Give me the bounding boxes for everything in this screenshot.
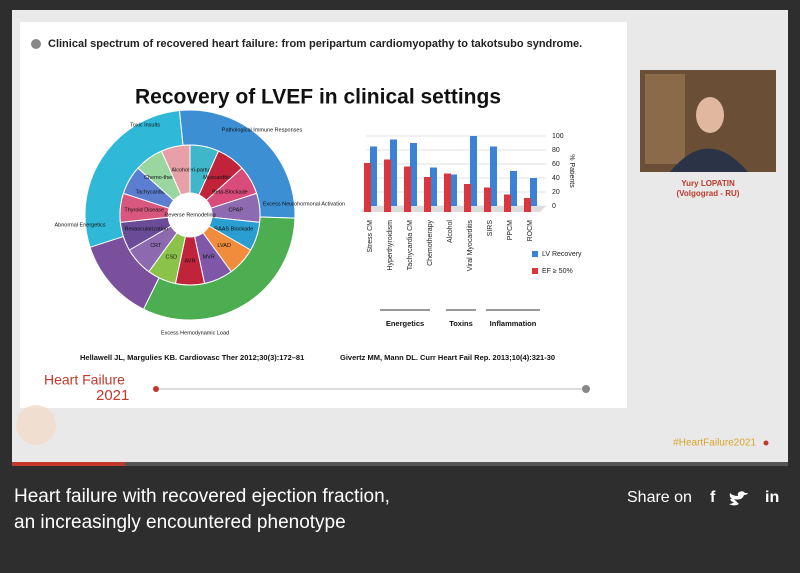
twitter-icon[interactable]: [729, 491, 748, 506]
video-progress: [12, 462, 125, 466]
wheel-inner-label: Alcohol: [171, 167, 189, 173]
hashtag: #HeartFailure2021: [673, 438, 756, 449]
logo-emblem: [16, 405, 56, 445]
wheel-outer-label: Abnormal Energetics: [54, 222, 105, 228]
citation: Givertz MM, Mann DL. Curr Heart Fail Rep…: [340, 353, 555, 362]
legend-swatch: [532, 251, 538, 257]
wheel-outer-label: Pathological Immune Responses: [222, 127, 303, 133]
bar: [430, 167, 437, 206]
wheel-inner-label: AVR: [185, 258, 196, 264]
speaker-name: Yury LOPATIN: [681, 179, 735, 188]
x-tick-label: SIRS: [487, 220, 494, 237]
wheel-outer-label: Excess Hemodynamic Load: [161, 330, 229, 336]
legend-label: EF ≥ 50%: [542, 268, 573, 275]
x-tick-label: PPCM: [507, 220, 514, 240]
wheel-inner-label: Tachycardia: [135, 189, 165, 195]
bar: [370, 146, 377, 206]
x-tick-label: Alcohol: [447, 220, 454, 243]
caption-box: Heart failure with recovered ejection fr…: [14, 486, 390, 533]
bar: [490, 146, 497, 206]
video-progress-track[interactable]: [12, 462, 788, 466]
caption: Heart failure with recovered ejection fr…: [14, 486, 390, 533]
bar: [464, 184, 471, 212]
x-tick-label: ROCM: [527, 220, 534, 242]
speaker-head: [696, 97, 724, 133]
bar: [364, 163, 371, 212]
citation: Hellawell JL, Margulies KB. Cardiovasc T…: [80, 353, 304, 362]
y-tick-label: 0: [552, 203, 556, 210]
speaker-location: (Volgograd - RU): [677, 189, 740, 198]
wheel-center: [168, 193, 212, 237]
bar-chart: 0 20 40 60 80 100 % Patients Stress CM Hyperthyr…: [360, 133, 582, 328]
slide-bullet: Clinical spectrum of recovered heart fai…: [48, 38, 582, 50]
y-tick-label: 80: [552, 147, 560, 154]
wheel-inner-label: RAAS Blockade: [214, 227, 253, 233]
bar: [470, 136, 477, 206]
progress-dot: [153, 386, 159, 392]
wheel: Peri-partum Myocarditis Beta-Blockade CPAP R…: [54, 109, 345, 336]
wheel-inner-label: MVR: [203, 254, 215, 260]
group-label: Toxins: [449, 319, 473, 328]
bar: [390, 139, 397, 206]
bar: [524, 198, 531, 212]
bar: [504, 194, 511, 212]
bookshelf: [645, 74, 685, 164]
x-tick-label: Viral Myocarditis: [467, 220, 474, 272]
wheel-inner-label: Myocarditis: [203, 175, 231, 181]
wheel-inner-label: Revascularization: [125, 227, 168, 233]
hashtag-dot: [763, 440, 769, 446]
x-tick-label: Tachycardia CM: [407, 220, 414, 270]
bar: [530, 178, 537, 206]
y-tick-label: 100: [552, 133, 564, 140]
y-tick-label: 20: [552, 189, 560, 196]
group-label: Energetics: [386, 319, 424, 328]
wheel-outer-label: Excess Neurohormonal Activation: [263, 201, 345, 207]
x-tick-label: Chemotherapy: [427, 220, 434, 266]
group-label: Inflammation: [490, 319, 537, 328]
wheel-inner-label: Peri-partum: [185, 167, 214, 173]
bar: [444, 173, 451, 212]
logo-year: 2021: [96, 387, 129, 404]
bar: [410, 143, 417, 206]
linkedin-icon[interactable]: in: [765, 489, 779, 506]
x-tick-label: Stress CM: [367, 220, 374, 253]
speaker-body: [670, 148, 748, 172]
wheel-inner-label: Thyroid Disease: [124, 208, 164, 214]
bar: [424, 177, 431, 212]
wheel-outer-label: Toxic Insults: [130, 122, 160, 128]
logo-text: Heart Failure: [44, 372, 125, 388]
wheel-inner-label: CRT: [150, 243, 162, 249]
share-label: Share on: [627, 489, 692, 506]
legend-swatch: [532, 268, 538, 274]
wheel-inner-label: CPAP: [228, 208, 243, 214]
progress-end: [582, 385, 590, 393]
bar: [384, 159, 391, 212]
slide-title: Recovery of LVEF in clinical settings: [135, 86, 501, 109]
bar: [484, 187, 491, 212]
x-tick-label: Hyperthyroidism: [387, 220, 394, 271]
y-tick-label: 60: [552, 161, 560, 168]
wheel-inner-label: CSD: [165, 254, 177, 260]
bar: [404, 166, 411, 212]
y-axis-label: % Patients: [568, 154, 575, 188]
bullet-dot: [31, 39, 41, 49]
y-tick-label: 40: [552, 175, 560, 182]
legend-label: LV Recovery: [542, 251, 582, 258]
wheel-inner-label: Chemo-therapy: [144, 175, 182, 181]
wheel-inner-label: Beta-Blockade: [212, 189, 248, 195]
bar: [510, 171, 517, 206]
bar: [450, 174, 457, 206]
facebook-icon[interactable]: f: [710, 489, 716, 506]
wheel-center-label: Reverse Remodeling: [164, 212, 215, 218]
wheel-inner-label: LVAD: [217, 243, 231, 249]
